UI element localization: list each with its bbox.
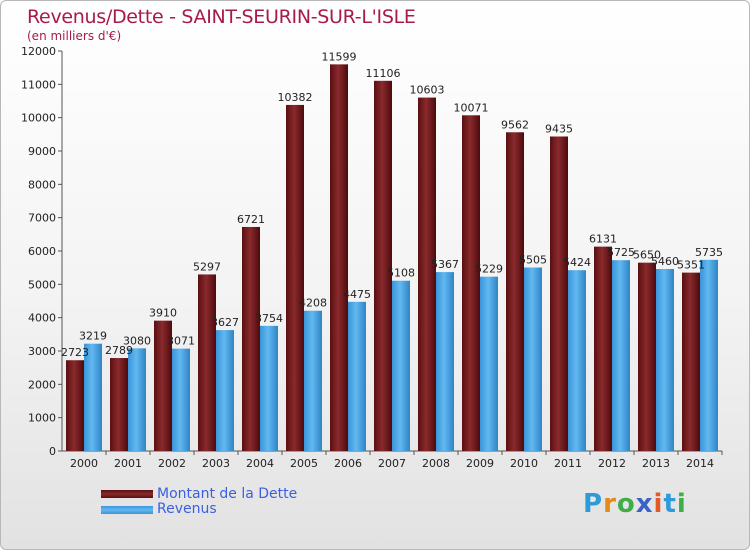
bar-revenue bbox=[436, 272, 454, 451]
legend-swatch-revenue bbox=[101, 506, 153, 514]
data-label-revenue: 4208 bbox=[299, 297, 327, 310]
bar-debt bbox=[286, 104, 304, 451]
bar-debt bbox=[638, 262, 656, 451]
chart-title: Revenus/Dette - SAINT-SEURIN-SUR-L'ISLE bbox=[27, 6, 416, 28]
bar-debt bbox=[418, 97, 436, 452]
x-tick-label: 2007 bbox=[378, 457, 406, 470]
bar-revenue bbox=[568, 270, 586, 451]
x-tick-label: 2003 bbox=[202, 457, 230, 470]
y-tick-label: 2000 bbox=[28, 378, 56, 391]
bar-revenue bbox=[172, 348, 190, 451]
y-tick-label: 10000 bbox=[21, 112, 56, 125]
y-tick-label: 12000 bbox=[21, 45, 56, 58]
bar-revenue bbox=[128, 348, 146, 451]
data-label-revenue: 3219 bbox=[79, 330, 107, 343]
bar-debt bbox=[110, 358, 128, 451]
x-tick-label: 2012 bbox=[598, 457, 626, 470]
x-tick-label: 2006 bbox=[334, 457, 362, 470]
data-label-revenue: 5725 bbox=[607, 246, 635, 259]
data-label-revenue: 5229 bbox=[475, 263, 503, 276]
bar-debt bbox=[550, 136, 568, 451]
data-label-revenue: 5367 bbox=[431, 258, 459, 271]
data-label-debt: 2789 bbox=[105, 344, 133, 357]
bar-revenue bbox=[524, 267, 542, 451]
bar-revenue bbox=[84, 343, 102, 451]
data-label-revenue: 4475 bbox=[343, 288, 371, 301]
bar-debt bbox=[682, 272, 700, 451]
x-tick-label: 2005 bbox=[290, 457, 318, 470]
data-label-revenue: 3071 bbox=[167, 335, 195, 348]
y-tick-label: 1000 bbox=[28, 412, 56, 425]
x-tick-label: 2014 bbox=[686, 457, 714, 470]
bar-debt bbox=[330, 64, 348, 451]
data-label-debt: 5351 bbox=[677, 259, 705, 272]
data-label-debt: 9562 bbox=[501, 118, 529, 131]
bar-debt bbox=[154, 320, 172, 451]
data-label-revenue: 5735 bbox=[695, 246, 723, 259]
proxiti-logo: Proxiti bbox=[583, 489, 687, 519]
bar-revenue bbox=[216, 330, 234, 451]
bar-debt bbox=[506, 132, 524, 451]
legend-label-debt: Montant de la Dette bbox=[157, 486, 298, 502]
bar-revenue bbox=[656, 269, 674, 451]
data-label-debt: 5297 bbox=[193, 260, 221, 273]
bar-debt bbox=[374, 80, 392, 452]
legend-swatch-debt bbox=[101, 490, 153, 498]
data-label-revenue: 3080 bbox=[123, 334, 151, 347]
data-label-debt: 11599 bbox=[322, 50, 357, 63]
y-tick-label: 8000 bbox=[28, 178, 56, 191]
y-tick-label: 5000 bbox=[28, 278, 56, 291]
legend-label-revenue: Revenus bbox=[157, 501, 217, 517]
data-label-debt: 6721 bbox=[237, 213, 265, 226]
bar-revenue bbox=[700, 259, 718, 451]
x-tick-label: 2004 bbox=[246, 457, 274, 470]
x-tick-label: 2011 bbox=[554, 457, 582, 470]
y-tick-label: 11000 bbox=[21, 78, 56, 91]
bar-revenue bbox=[612, 260, 630, 451]
data-label-revenue: 5460 bbox=[651, 255, 679, 268]
bar-debt bbox=[462, 115, 480, 452]
data-label-debt: 5650 bbox=[633, 249, 661, 262]
bar-revenue bbox=[348, 301, 366, 451]
data-label-debt: 2723 bbox=[61, 346, 89, 359]
bars bbox=[66, 64, 718, 452]
data-label-debt: 10382 bbox=[278, 91, 313, 104]
data-label-debt: 11106 bbox=[366, 67, 401, 80]
data-label-revenue: 5108 bbox=[387, 267, 415, 280]
bar-revenue bbox=[392, 280, 410, 451]
y-tick-label: 9000 bbox=[28, 145, 56, 158]
data-label-debt: 10603 bbox=[410, 84, 445, 97]
x-tick-label: 2008 bbox=[422, 457, 450, 470]
bar-debt bbox=[242, 226, 260, 451]
data-label-debt: 10071 bbox=[454, 101, 489, 114]
bar-debt bbox=[66, 360, 84, 451]
data-label-revenue: 3754 bbox=[255, 312, 283, 325]
x-tick-label: 2001 bbox=[114, 457, 142, 470]
data-label-revenue: 3627 bbox=[211, 316, 239, 329]
data-label-debt: 9435 bbox=[545, 123, 573, 136]
bar-revenue bbox=[480, 276, 498, 451]
data-label-debt: 6131 bbox=[589, 233, 617, 246]
bar-revenue bbox=[304, 310, 322, 451]
bar-revenue bbox=[260, 325, 278, 451]
data-label-revenue: 5505 bbox=[519, 254, 547, 267]
x-tick-label: 2002 bbox=[158, 457, 186, 470]
y-tick-label: 4000 bbox=[28, 312, 56, 325]
bar-debt bbox=[198, 274, 216, 451]
chart-subtitle: (en milliers d'€) bbox=[27, 29, 122, 43]
x-tick-label: 2010 bbox=[510, 457, 538, 470]
data-label-revenue: 5424 bbox=[563, 256, 591, 269]
x-tick-label: 2013 bbox=[642, 457, 670, 470]
data-label-debt: 3910 bbox=[149, 307, 177, 320]
y-tick-label: 6000 bbox=[28, 245, 56, 258]
x-tick-label: 2000 bbox=[70, 457, 98, 470]
bar-debt bbox=[594, 246, 612, 451]
y-tick-label: 7000 bbox=[28, 212, 56, 225]
y-tick-label: 3000 bbox=[28, 345, 56, 358]
x-tick-label: 2009 bbox=[466, 457, 494, 470]
y-tick-label: 0 bbox=[49, 445, 56, 458]
